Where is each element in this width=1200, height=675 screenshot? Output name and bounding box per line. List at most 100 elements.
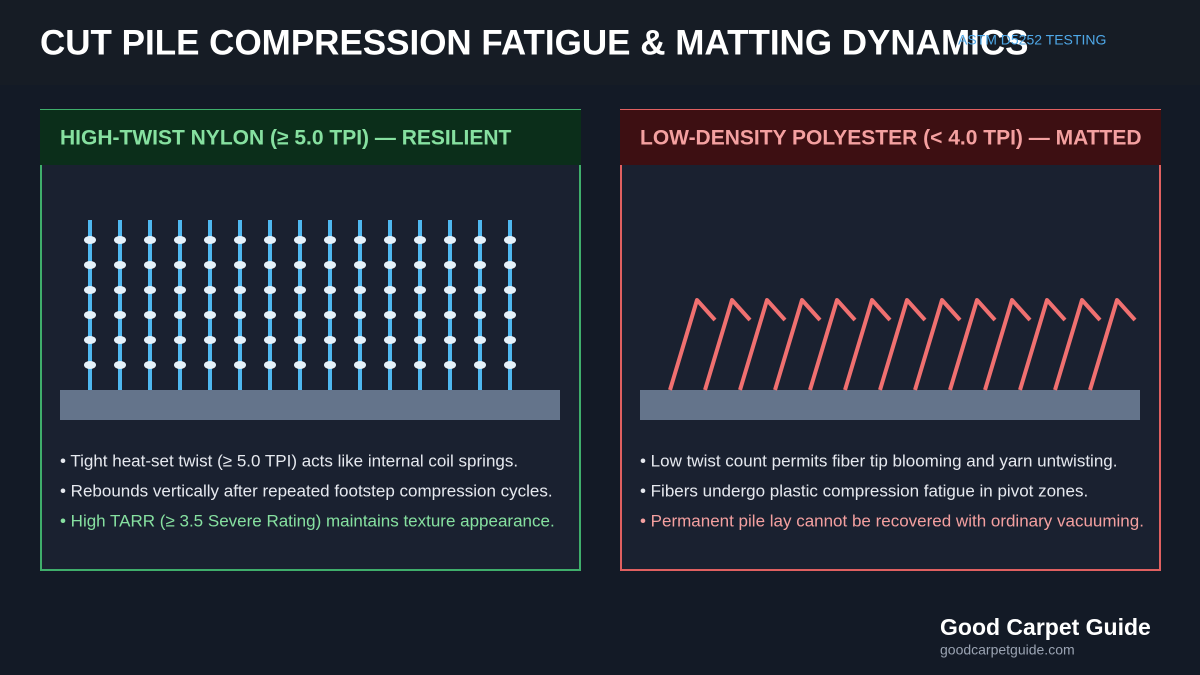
fiber xyxy=(668,298,717,391)
twist-node xyxy=(234,336,246,344)
twist-node xyxy=(114,261,126,269)
panel-heading: LOW-DENSITY POLYESTER (< 4.0 TPI) — MATT… xyxy=(640,127,1142,150)
twist-node xyxy=(414,336,426,344)
twist-node xyxy=(294,236,306,244)
twist-node xyxy=(234,361,246,369)
twist-node xyxy=(474,236,486,244)
twist-node xyxy=(114,311,126,319)
fiber xyxy=(1018,298,1067,391)
twist-node xyxy=(504,236,516,244)
twist-node xyxy=(114,236,126,244)
bullet: • Permanent pile lay cannot be recovered… xyxy=(640,511,1144,530)
fiber xyxy=(913,298,962,391)
brand: Good Carpet Guide xyxy=(940,614,1151,640)
twist-node xyxy=(114,336,126,344)
twist-node xyxy=(264,336,276,344)
twist-node xyxy=(444,286,456,294)
twist-node xyxy=(234,261,246,269)
fiber xyxy=(1053,298,1102,391)
twist-node xyxy=(354,336,366,344)
bullet: • Tight heat-set twist (≥ 5.0 TPI) acts … xyxy=(60,451,518,470)
twist-node xyxy=(204,236,216,244)
twist-node xyxy=(414,261,426,269)
twist-node xyxy=(414,286,426,294)
twist-node xyxy=(234,311,246,319)
twist-node xyxy=(444,361,456,369)
twist-node xyxy=(294,261,306,269)
twist-node xyxy=(504,361,516,369)
fibers xyxy=(84,220,516,390)
twist-node xyxy=(84,286,96,294)
twist-node xyxy=(414,361,426,369)
twist-node xyxy=(264,311,276,319)
twist-node xyxy=(444,336,456,344)
twist-node xyxy=(504,311,516,319)
twist-node xyxy=(504,336,516,344)
twist-node xyxy=(444,311,456,319)
twist-node xyxy=(294,311,306,319)
twist-node xyxy=(384,261,396,269)
bullet: • Fibers undergo plastic compression fat… xyxy=(640,481,1088,500)
twist-node xyxy=(384,336,396,344)
twist-node xyxy=(114,286,126,294)
twist-node xyxy=(474,286,486,294)
bullet: • Rebounds vertically after repeated foo… xyxy=(60,481,553,500)
twist-node xyxy=(204,261,216,269)
twist-node xyxy=(174,236,186,244)
twist-node xyxy=(204,286,216,294)
url: goodcarpetguide.com xyxy=(940,642,1075,658)
twist-node xyxy=(324,286,336,294)
twist-node xyxy=(324,236,336,244)
twist-node xyxy=(204,336,216,344)
twist-node xyxy=(84,236,96,244)
twist-node xyxy=(324,261,336,269)
backing xyxy=(60,390,560,420)
bullet: • Low twist count permits fiber tip bloo… xyxy=(640,451,1117,470)
twist-node xyxy=(84,311,96,319)
twist-node xyxy=(474,361,486,369)
twist-node xyxy=(444,236,456,244)
twist-node xyxy=(414,236,426,244)
tag: ASTM D5252 TESTING xyxy=(958,32,1106,48)
fibers xyxy=(668,298,1137,391)
panel-heading-bg xyxy=(40,110,581,165)
twist-node xyxy=(234,286,246,294)
panel-heading: HIGH-TWIST NYLON (≥ 5.0 TPI) — RESILIENT xyxy=(60,127,512,150)
twist-node xyxy=(474,311,486,319)
twist-node xyxy=(264,236,276,244)
bullet: • High TARR (≥ 3.5 Severe Rating) mainta… xyxy=(60,511,555,530)
twist-node xyxy=(144,361,156,369)
backing xyxy=(640,390,1140,420)
twist-node xyxy=(84,261,96,269)
fiber xyxy=(948,298,997,391)
panel-left: HIGH-TWIST NYLON (≥ 5.0 TPI) — RESILIENT… xyxy=(40,109,581,571)
twist-node xyxy=(234,236,246,244)
fiber xyxy=(843,298,892,391)
twist-node xyxy=(474,261,486,269)
twist-node xyxy=(504,286,516,294)
twist-node xyxy=(174,261,186,269)
twist-node xyxy=(144,261,156,269)
twist-node xyxy=(174,361,186,369)
twist-node xyxy=(444,261,456,269)
twist-node xyxy=(354,236,366,244)
twist-node xyxy=(144,336,156,344)
twist-node xyxy=(354,361,366,369)
fiber xyxy=(983,298,1032,391)
twist-node xyxy=(504,261,516,269)
twist-node xyxy=(354,311,366,319)
twist-node xyxy=(144,236,156,244)
twist-node xyxy=(114,361,126,369)
twist-node xyxy=(414,311,426,319)
twist-node xyxy=(384,286,396,294)
twist-node xyxy=(294,336,306,344)
twist-node xyxy=(174,311,186,319)
panel-frame xyxy=(40,109,581,571)
twist-node xyxy=(204,311,216,319)
twist-node xyxy=(264,261,276,269)
twist-node xyxy=(384,236,396,244)
twist-node xyxy=(474,336,486,344)
panel-heading-bg xyxy=(620,110,1161,165)
twist-node xyxy=(354,261,366,269)
